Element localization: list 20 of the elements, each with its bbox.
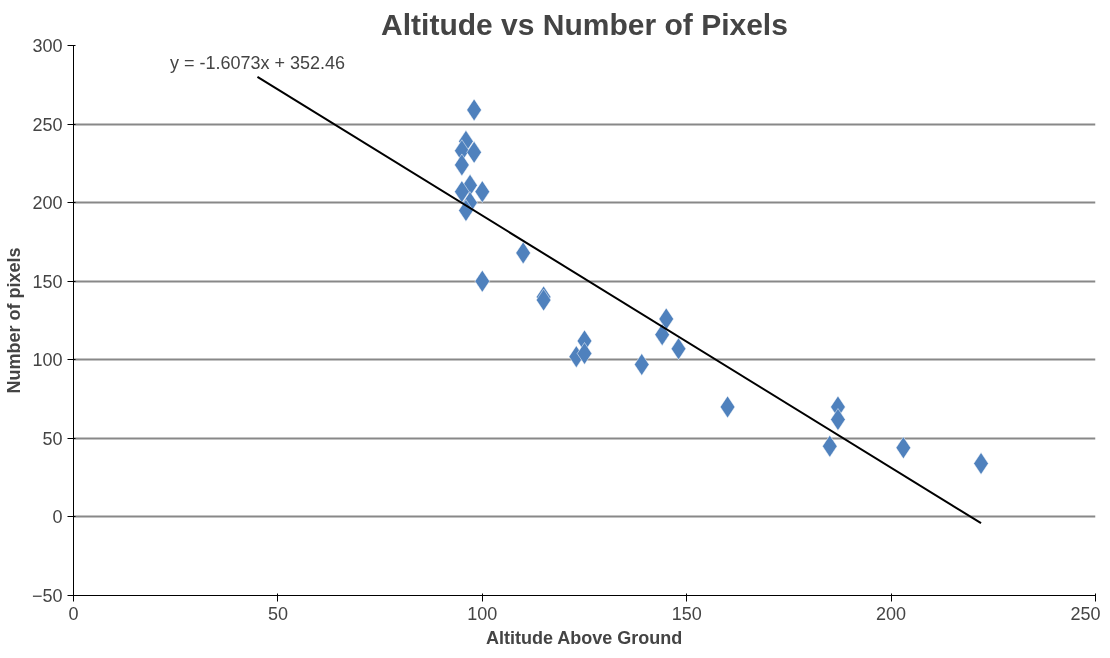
x-tick-label: 0 bbox=[68, 603, 79, 624]
y-tick-label: −50 bbox=[31, 586, 63, 606]
x-tick-label: 50 bbox=[267, 603, 288, 624]
x-tick-label: 200 bbox=[876, 603, 907, 624]
y-tick-label: 300 bbox=[32, 36, 63, 56]
y-tick-label: 250 bbox=[32, 114, 63, 135]
point bbox=[670, 337, 687, 361]
x-tick-label: 150 bbox=[671, 603, 702, 624]
y-tick-label: 100 bbox=[32, 350, 63, 371]
y-tick-label: 0 bbox=[52, 507, 63, 528]
y-axis-title: Number of pixels bbox=[3, 247, 24, 394]
annotation: y = -1.6073x + 352.46 bbox=[169, 52, 346, 73]
x-axis-title: Altitude Above Ground bbox=[486, 627, 683, 648]
x-tick-label: 100 bbox=[467, 603, 498, 624]
y-tick-label: 50 bbox=[42, 428, 63, 449]
y-tick-label: 200 bbox=[32, 193, 63, 214]
x-tick-label: 250 bbox=[1070, 603, 1101, 624]
point bbox=[576, 342, 593, 365]
chart-title: Altitude vs Number of Pixels bbox=[381, 7, 788, 41]
y-tick-label: 150 bbox=[32, 271, 63, 292]
